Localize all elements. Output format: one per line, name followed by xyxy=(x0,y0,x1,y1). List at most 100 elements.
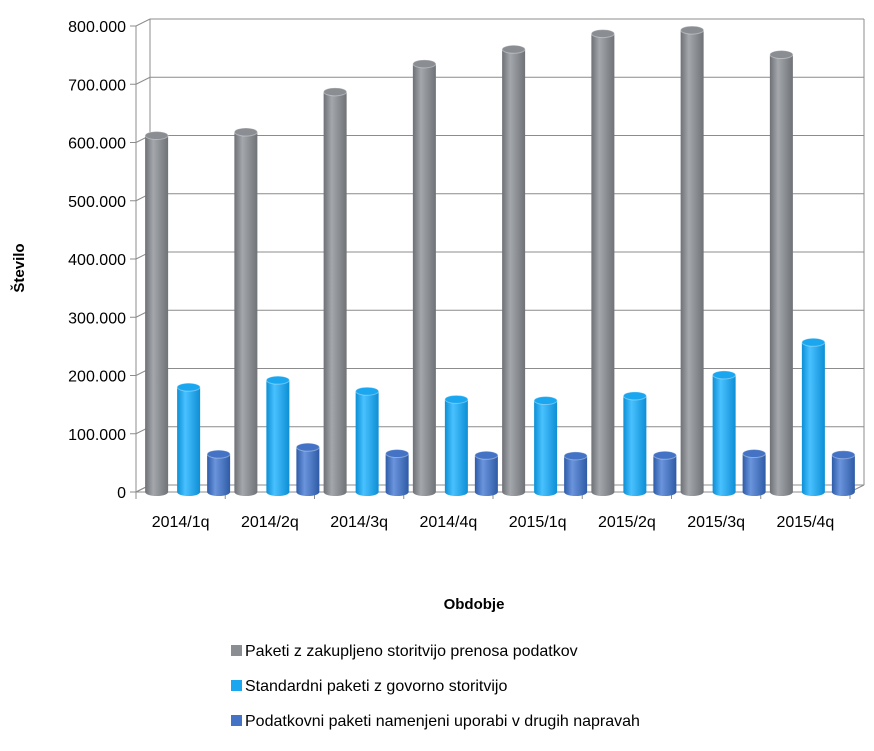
legend-label: Standardni paketi z govorno storitvijo xyxy=(245,678,507,695)
x-tick-label: 2015/3q xyxy=(687,514,745,531)
x-axis-title: Obdobje xyxy=(444,596,505,613)
bar-top xyxy=(474,450,499,460)
bar-top xyxy=(563,451,588,461)
bar-top xyxy=(831,450,856,460)
bar-top xyxy=(233,127,258,137)
bar-top xyxy=(590,29,615,39)
bar-body xyxy=(801,342,825,496)
bar-body xyxy=(591,33,615,496)
x-tick-label: 2015/4q xyxy=(776,514,834,531)
legend-label: Paketi z zakupljeno storitvijo prenosa p… xyxy=(245,643,578,660)
x-tick-label: 2015/2q xyxy=(598,514,656,531)
y-tick-label: 800.000 xyxy=(68,19,126,36)
x-tick-label: 2015/1q xyxy=(509,514,567,531)
bar-body xyxy=(444,399,468,496)
legend-swatch xyxy=(231,645,242,656)
bar-top xyxy=(444,394,469,404)
bar xyxy=(622,391,647,496)
legend: Paketi z zakupljeno storitvijo prenosa p… xyxy=(231,643,640,730)
bar-body xyxy=(266,380,290,496)
bar-body xyxy=(502,49,526,497)
bar-body xyxy=(177,387,201,496)
bar-top xyxy=(769,50,794,60)
bar xyxy=(385,449,410,496)
bar-body xyxy=(207,454,231,496)
bar-body xyxy=(564,455,588,496)
bar-top xyxy=(265,375,290,385)
y-tick-label: 300.000 xyxy=(68,310,126,327)
bar-body xyxy=(234,132,258,496)
bar-body xyxy=(769,54,793,496)
y-tick-label: 0 xyxy=(117,485,126,502)
y-tick-labels: 0 100.000 200.000 300.000 400.000 500.000 600.… xyxy=(68,19,126,502)
bar-top xyxy=(144,131,169,141)
bar-body xyxy=(534,400,558,496)
bar xyxy=(712,370,737,496)
bar xyxy=(501,44,526,497)
bar xyxy=(323,87,348,496)
bar xyxy=(652,450,677,496)
legend-label: Podatkovni paketi namenjeni uporabi v dr… xyxy=(245,713,640,730)
bar-body xyxy=(653,455,677,496)
y-tick-label: 600.000 xyxy=(68,136,126,153)
y-tick-label: 500.000 xyxy=(68,194,126,211)
bar-top xyxy=(712,370,737,380)
bar xyxy=(742,449,767,496)
bar xyxy=(444,394,469,496)
bar xyxy=(533,396,558,496)
bar xyxy=(801,337,826,496)
gridline-depth xyxy=(135,18,151,27)
bar-top xyxy=(801,337,826,347)
bar-top xyxy=(206,449,231,459)
bars xyxy=(144,25,856,497)
bar-body xyxy=(831,454,855,496)
bar xyxy=(831,450,856,496)
bar xyxy=(206,449,231,496)
bar-top xyxy=(323,87,348,97)
bar-body xyxy=(296,447,320,496)
y-tick-label: 400.000 xyxy=(68,252,126,269)
bar-top xyxy=(680,25,705,35)
y-tick-label: 100.000 xyxy=(68,427,126,444)
x-tick-label: 2014/2q xyxy=(241,514,299,531)
bar xyxy=(176,382,201,496)
bar-body xyxy=(680,30,704,496)
x-tick-labels: 2014/1q 2014/2q 2014/3q 2014/4q 2015/1q 2015/… xyxy=(152,514,835,531)
legend-item: Standardni paketi z govorno storitvijo xyxy=(231,678,507,695)
y-tick-label: 200.000 xyxy=(68,369,126,386)
y-tick-label: 700.000 xyxy=(68,77,126,94)
bar-top xyxy=(355,386,380,396)
bar-top xyxy=(385,449,410,459)
bar-body xyxy=(742,453,766,496)
bar-top xyxy=(412,59,437,69)
bar xyxy=(265,375,290,496)
bar-top xyxy=(652,450,677,460)
bar xyxy=(144,131,169,496)
x-tick-label: 2014/3q xyxy=(330,514,388,531)
y-axis-title: Število xyxy=(10,243,28,292)
bar xyxy=(412,59,437,497)
bar-top xyxy=(501,44,526,54)
x-tick-label: 2014/1q xyxy=(152,514,210,531)
x-tick-label: 2014/4q xyxy=(419,514,477,531)
bar-body xyxy=(355,391,379,496)
bar xyxy=(295,442,320,496)
bar xyxy=(563,451,588,496)
bar xyxy=(355,386,380,496)
legend-swatch xyxy=(231,715,242,726)
bar-top xyxy=(742,449,767,459)
bar xyxy=(590,29,615,496)
legend-item: Paketi z zakupljeno storitvijo prenosa p… xyxy=(231,643,578,660)
bar-body xyxy=(712,374,736,496)
bar xyxy=(233,127,258,496)
bar-body xyxy=(474,455,498,496)
bar xyxy=(769,50,794,496)
bar-top xyxy=(622,391,647,401)
bar-body xyxy=(385,453,409,496)
bar-top xyxy=(176,382,201,392)
bar-top xyxy=(533,396,558,406)
bar-top xyxy=(295,442,320,452)
bar-body xyxy=(145,135,169,496)
legend-swatch xyxy=(231,680,242,691)
